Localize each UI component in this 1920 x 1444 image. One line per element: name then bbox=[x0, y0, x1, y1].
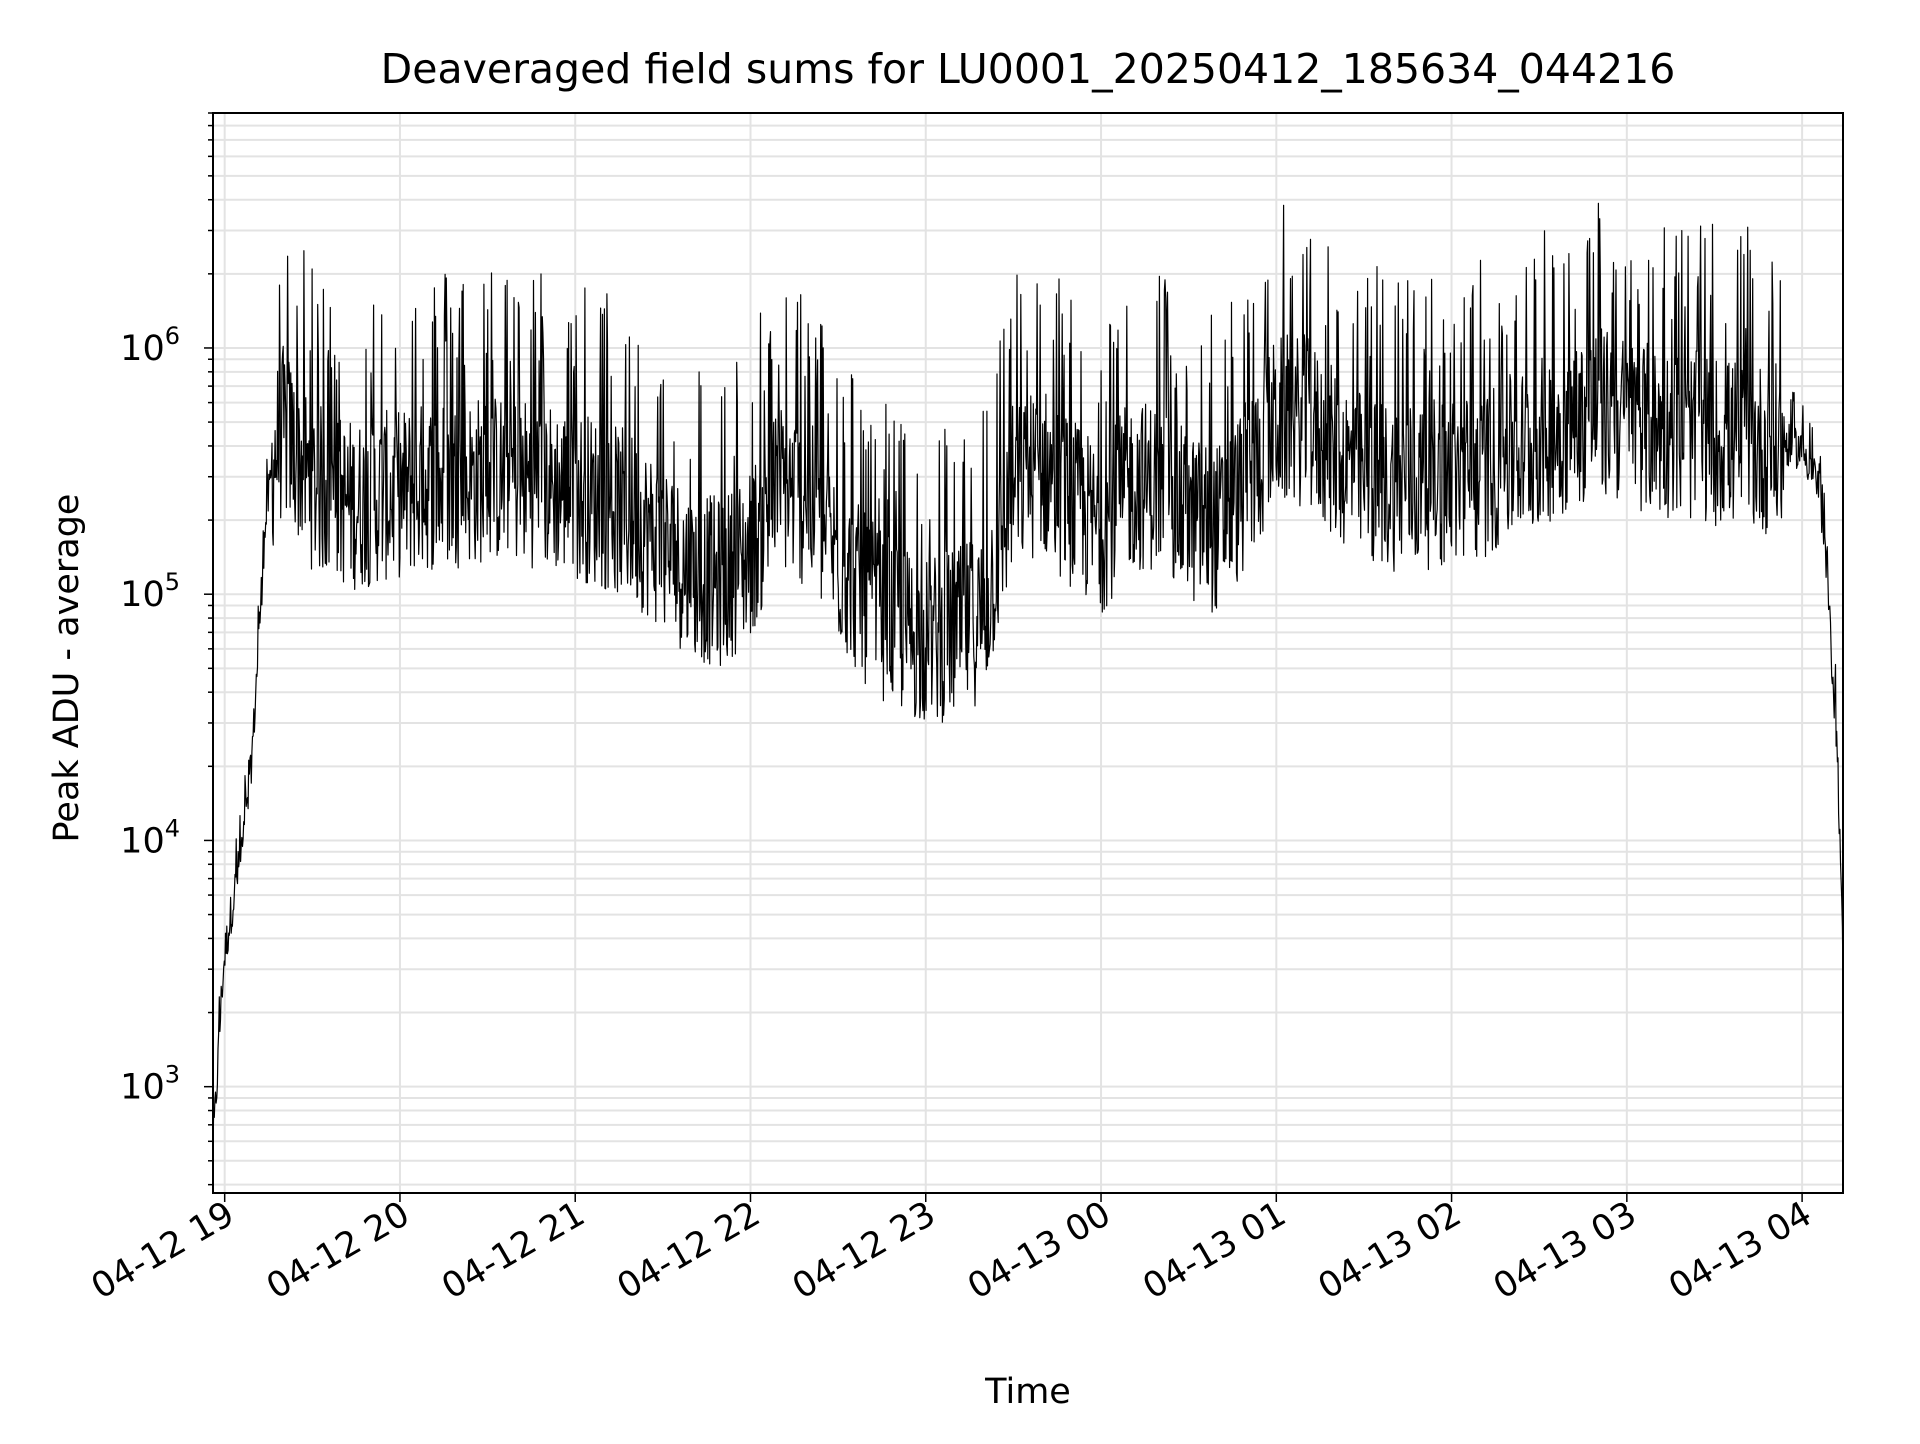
y-tick-label: 106 bbox=[120, 322, 180, 369]
y-tick-label: 104 bbox=[120, 814, 180, 861]
y-tick-label: 103 bbox=[120, 1061, 180, 1108]
plot-area bbox=[212, 202, 1844, 1152]
chart-title: Deaveraged field sums for LU0001_2025041… bbox=[381, 45, 1676, 93]
y-axis-label: Peak ADU - average bbox=[47, 494, 87, 843]
grid bbox=[213, 112, 1843, 1193]
series-line bbox=[212, 202, 1844, 1152]
y-tick-label: 105 bbox=[120, 568, 180, 615]
x-axis-label: Time bbox=[984, 1372, 1071, 1412]
axes-frame bbox=[212, 112, 1844, 1194]
